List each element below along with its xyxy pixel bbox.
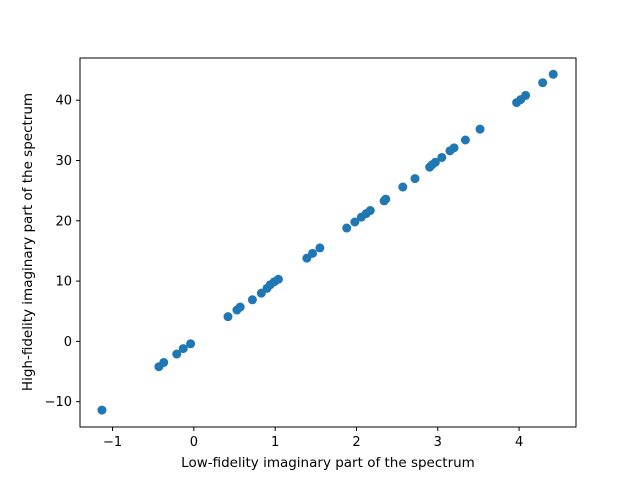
y-tick-label: 40 (55, 94, 72, 109)
data-point (186, 339, 196, 349)
plot-frame (79, 57, 577, 428)
y-tick-label: 20 (55, 214, 72, 229)
data-point (398, 182, 408, 192)
y-axis-ticks: −10 0 10 20 30 40 (45, 94, 80, 410)
data-point (159, 357, 169, 367)
data-point (410, 174, 420, 184)
data-point (475, 124, 485, 134)
data-point (548, 69, 558, 79)
y-tick-label: 30 (55, 154, 72, 169)
data-point (538, 78, 548, 88)
data-point (308, 248, 318, 258)
y-tick-label: −10 (45, 395, 72, 410)
y-tick-label: 10 (55, 275, 72, 290)
data-point (97, 405, 107, 415)
data-point (350, 217, 360, 227)
x-tick-label: 2 (352, 435, 360, 450)
x-axis-ticks: −1 0 1 2 3 4 (103, 427, 523, 450)
data-point (315, 243, 325, 253)
data-point (437, 152, 447, 162)
x-tick-label: 0 (190, 435, 198, 450)
x-tick-label: 1 (271, 435, 279, 450)
data-point (273, 274, 283, 284)
x-tick-label: 3 (434, 435, 442, 450)
y-axis-label: High-fidelity imaginary part of the spec… (20, 93, 36, 391)
data-point (247, 295, 257, 305)
data-point (381, 194, 391, 204)
data-points (97, 69, 558, 415)
data-point (460, 135, 470, 145)
data-point (521, 90, 531, 100)
x-tick-label: −1 (103, 435, 122, 450)
data-point (172, 349, 182, 359)
data-point (342, 223, 352, 233)
y-tick-label: 0 (64, 335, 72, 350)
x-axis-label: Low-fidelity imaginary part of the spect… (181, 455, 475, 471)
data-point (430, 157, 440, 167)
data-point (449, 143, 459, 153)
data-point (223, 312, 233, 322)
data-point (235, 302, 245, 312)
x-tick-label: 4 (515, 435, 523, 450)
data-point (365, 206, 375, 216)
data-point (178, 344, 188, 354)
